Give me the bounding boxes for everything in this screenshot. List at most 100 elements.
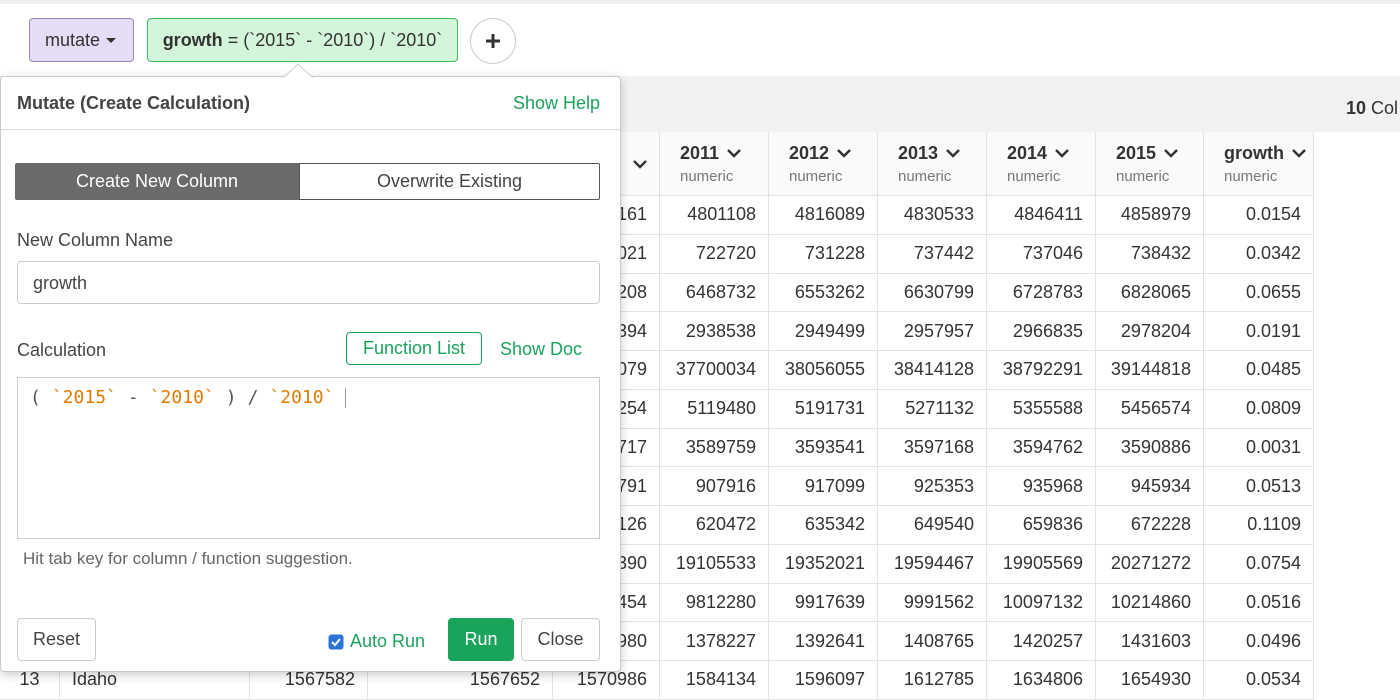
top-strip <box>0 0 1400 4</box>
table-cell: 9991562 <box>878 583 987 623</box>
table-cell: 5456574 <box>1096 389 1204 429</box>
table-cell: 2957957 <box>878 312 987 351</box>
table-cell: 4816089 <box>769 196 878 235</box>
table-cell: 0.0154 <box>1204 196 1314 235</box>
table-cell: 0.0485 <box>1204 351 1314 390</box>
table-cell: 4846411 <box>987 196 1096 235</box>
command-button[interactable]: mutate <box>29 18 134 62</box>
table-cell: 737442 <box>878 234 987 274</box>
table-cell: 10214860 <box>1096 583 1204 623</box>
table-cell: 738432 <box>1096 234 1204 274</box>
column-name-text: 2015 <box>1116 142 1157 163</box>
table-cell: 5119480 <box>660 389 769 429</box>
count: 10 <box>1346 98 1367 118</box>
table-cell: 5355588 <box>987 389 1096 429</box>
table-cell: 0.0516 <box>1204 583 1314 623</box>
table-cell: 6728783 <box>987 273 1096 313</box>
checkbox[interactable] <box>328 634 344 650</box>
table-cell: 722720 <box>660 234 769 274</box>
column-type: numeric <box>1007 167 1061 185</box>
count-label: Col <box>1371 98 1399 118</box>
command-label: mutate <box>44 29 101 50</box>
table-cell: 0.1109 <box>1204 506 1314 545</box>
table-cell: 38414128 <box>878 351 987 390</box>
table-cell: 2949499 <box>769 312 878 351</box>
code-token: `2015` <box>51 387 117 408</box>
table-cell: 0.0754 <box>1204 544 1314 584</box>
table-cell: 3589759 <box>660 428 769 468</box>
column-name-text: growth <box>1224 142 1284 163</box>
table-cell: 635342 <box>769 506 878 545</box>
table-cell: 39144818 <box>1096 351 1204 390</box>
table-cell: 935968 <box>987 467 1096 506</box>
table-cell: 907916 <box>660 467 769 506</box>
column-name: growth <box>1224 143 1306 164</box>
table-cell: 620472 <box>660 506 769 545</box>
column-type: numeric <box>898 167 952 185</box>
function-list[interactable]: Function List <box>346 332 482 365</box>
cursor <box>345 388 347 408</box>
column-name: 2014 <box>1007 143 1069 164</box>
table-cell: 3594762 <box>987 428 1096 468</box>
header-cell: 2012 numeric <box>769 132 878 196</box>
column-type: numeric <box>1224 167 1278 185</box>
code-token: / <box>247 387 259 408</box>
auto-run[interactable]: Auto Run <box>328 631 425 652</box>
table-cell: 945934 <box>1096 467 1204 506</box>
table-cell: 737046 <box>987 234 1096 274</box>
column-name: 2015 <box>1116 143 1178 164</box>
close-button[interactable]: Close <box>521 618 600 661</box>
table-cell: 1612785 <box>878 661 987 700</box>
table-cell: 1392641 <box>769 622 878 661</box>
step-column: growth <box>162 29 223 50</box>
table-cell: 1420257 <box>987 622 1096 661</box>
table-cell: 19594467 <box>878 544 987 584</box>
table-cell: 6828065 <box>1096 273 1204 313</box>
divider <box>1 129 620 130</box>
table-cell: 37700034 <box>660 351 769 390</box>
auto-run-label: Auto Run <box>350 631 426 651</box>
column-name-text: 2014 <box>1007 142 1048 163</box>
code-token: ( <box>30 387 41 408</box>
code-editor[interactable]: (`2015` - `2010`) / `2010` <box>17 377 600 539</box>
mutate-dialog: Mutate (Create Calculation) Show Help Cr… <box>0 63 621 672</box>
table-cell: 19352021 <box>769 544 878 584</box>
table-cell: 3590886 <box>1096 428 1204 468</box>
show-doc[interactable]: Show Doc <box>500 339 583 359</box>
column-name-text: 2013 <box>898 142 939 163</box>
table-cell: 0.0534 <box>1204 661 1314 700</box>
table-cell: 0.0809 <box>1204 389 1314 429</box>
code-token: - <box>127 387 139 408</box>
column-type: numeric <box>789 167 843 185</box>
plus-icon <box>486 34 500 48</box>
table-cell: 2966835 <box>987 312 1096 351</box>
name-input[interactable]: growth <box>17 261 600 304</box>
step-pill[interactable]: growth = (`2015` - `2010`) / `2010` <box>147 18 458 62</box>
table-cell: 19105533 <box>660 544 769 584</box>
table-cell: 3593541 <box>769 428 878 468</box>
table-cell: 649540 <box>878 506 987 545</box>
caret <box>106 38 117 43</box>
table-cell: 0.0496 <box>1204 622 1314 661</box>
table-cell: 1378227 <box>660 622 769 661</box>
run-button[interactable]: Run <box>448 618 514 661</box>
tab-overwrite[interactable]: Overwrite Existing <box>299 163 600 200</box>
dialog-arrow <box>283 63 313 78</box>
table-cell: 10097132 <box>987 583 1096 623</box>
code-token: `2010` <box>149 387 215 408</box>
show-help[interactable]: Show Help <box>512 93 600 113</box>
table-cell: 38792291 <box>987 351 1096 390</box>
table-cell: 0.0031 <box>1204 428 1314 468</box>
tab-new[interactable]: Create New Column <box>15 163 299 200</box>
table-cell: 2938538 <box>660 312 769 351</box>
reset-button[interactable]: Reset <box>17 618 96 661</box>
table-cell: 5191731 <box>769 389 878 429</box>
table-cell: 6468732 <box>660 273 769 313</box>
name-label: New Column Name <box>17 230 174 250</box>
add-step[interactable] <box>470 18 516 64</box>
column-name: 2012 <box>789 143 851 164</box>
table-cell: 3597168 <box>878 428 987 468</box>
column-type: numeric <box>1116 167 1170 185</box>
table-cell: 6630799 <box>878 273 987 313</box>
table-cell: 2978204 <box>1096 312 1204 351</box>
